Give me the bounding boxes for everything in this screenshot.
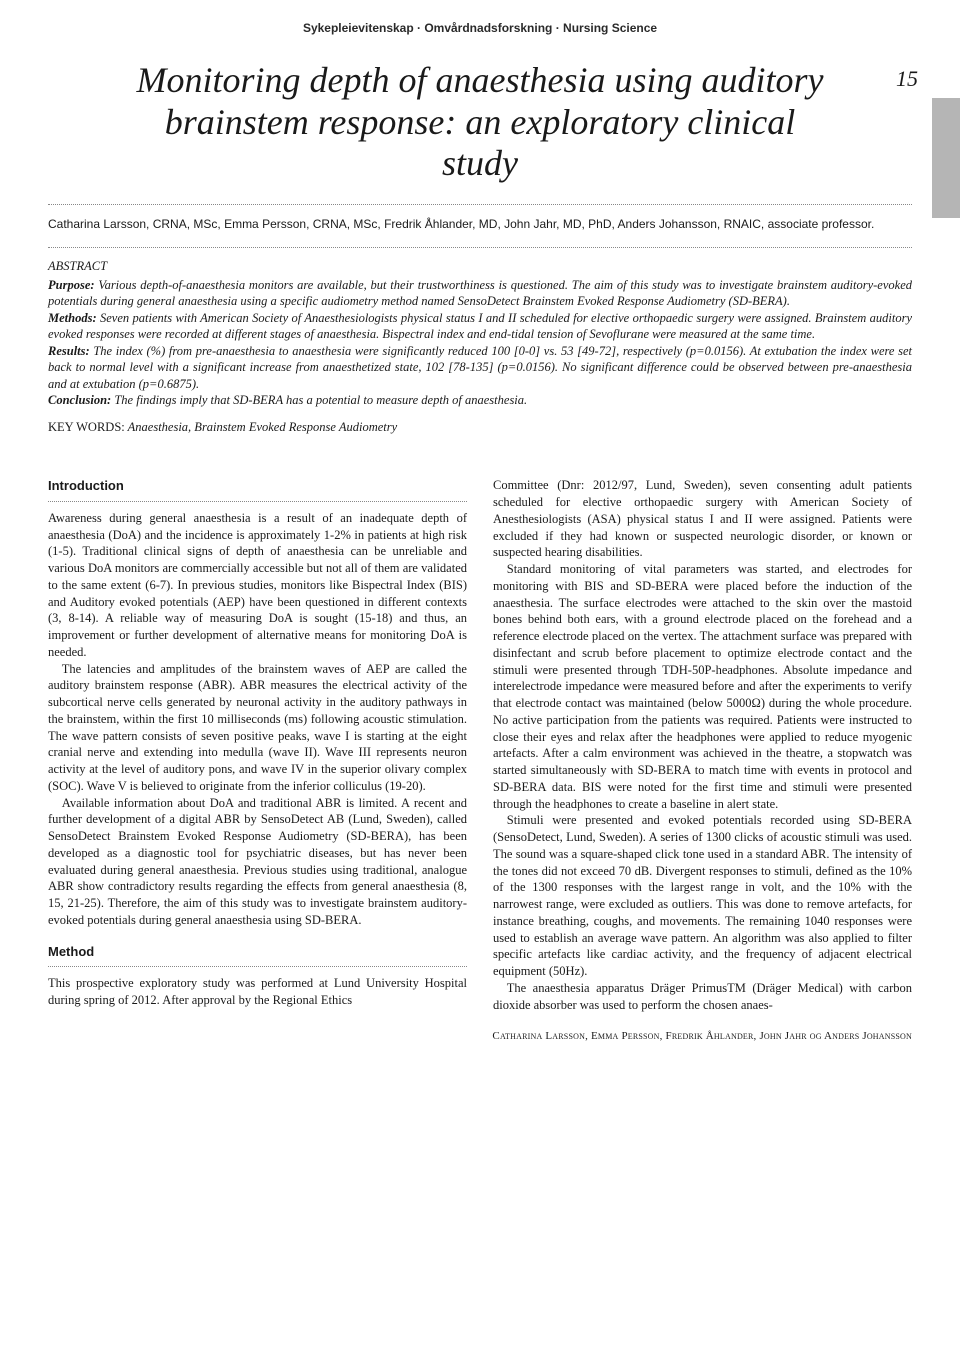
journal-header: Sykepleievitenskap · Omvårdnadsforskning… xyxy=(48,20,912,36)
purpose-text: Various depth-of-anaesthesia monitors ar… xyxy=(48,278,912,309)
body-paragraph: The anaesthesia apparatus Dräger PrimusT… xyxy=(493,980,912,1014)
abstract-heading: ABSTRACT xyxy=(48,258,912,275)
methods-label: Methods: xyxy=(48,311,97,325)
abstract-purpose: Purpose: Various depth-of-anaesthesia mo… xyxy=(48,277,912,310)
abstract: ABSTRACT Purpose: Various depth-of-anaes… xyxy=(48,258,912,435)
page-number: 15 xyxy=(896,64,918,94)
divider xyxy=(48,204,912,205)
conclusion-text: The findings imply that SD-BERA has a po… xyxy=(111,393,527,407)
abstract-conclusion: Conclusion: The findings imply that SD-B… xyxy=(48,392,912,409)
purpose-label: Purpose: xyxy=(48,278,95,292)
footer-authors: Catharina Larsson, Emma Persson, Fredrik… xyxy=(48,1029,912,1044)
divider xyxy=(48,966,467,967)
introduction-heading: Introduction xyxy=(48,477,467,494)
keywords: KEY WORDS: Anaesthesia, Brainstem Evoked… xyxy=(48,419,912,436)
body-paragraph: The latencies and amplitudes of the brai… xyxy=(48,661,467,795)
body-paragraph: Stimuli were presented and evoked potent… xyxy=(493,812,912,980)
body-paragraph: This prospective exploratory study was p… xyxy=(48,975,467,1009)
keywords-text: Anaesthesia, Brainstem Evoked Response A… xyxy=(125,420,397,434)
body-paragraph: Standard monitoring of vital parameters … xyxy=(493,561,912,812)
body-paragraph: Awareness during general anaesthesia is … xyxy=(48,510,467,661)
divider xyxy=(48,247,912,248)
authors-line: Catharina Larsson, CRNA, MSc, Emma Perss… xyxy=(48,215,912,233)
body-columns: Introduction Awareness during general an… xyxy=(48,477,912,1013)
abstract-methods: Methods: Seven patients with American So… xyxy=(48,310,912,343)
abstract-results: Results: The index (%) from pre-anaesthe… xyxy=(48,343,912,393)
body-paragraph: Available information about DoA and trad… xyxy=(48,795,467,929)
article-title: Monitoring depth of anaesthesia using au… xyxy=(126,60,834,184)
keywords-label: KEY WORDS: xyxy=(48,420,125,434)
methods-text: Seven patients with American Society of … xyxy=(48,311,912,342)
left-column: Introduction Awareness during general an… xyxy=(48,477,467,1013)
body-paragraph: Committee (Dnr: 2012/97, Lund, Sweden), … xyxy=(493,477,912,561)
divider xyxy=(48,501,467,502)
side-tab xyxy=(932,98,960,218)
results-label: Results: xyxy=(48,344,90,358)
title-block: Monitoring depth of anaesthesia using au… xyxy=(48,60,912,184)
results-text: The index (%) from pre-anaesthesia to an… xyxy=(48,344,912,391)
method-heading: Method xyxy=(48,943,467,960)
conclusion-label: Conclusion: xyxy=(48,393,111,407)
right-column: Committee (Dnr: 2012/97, Lund, Sweden), … xyxy=(493,477,912,1013)
